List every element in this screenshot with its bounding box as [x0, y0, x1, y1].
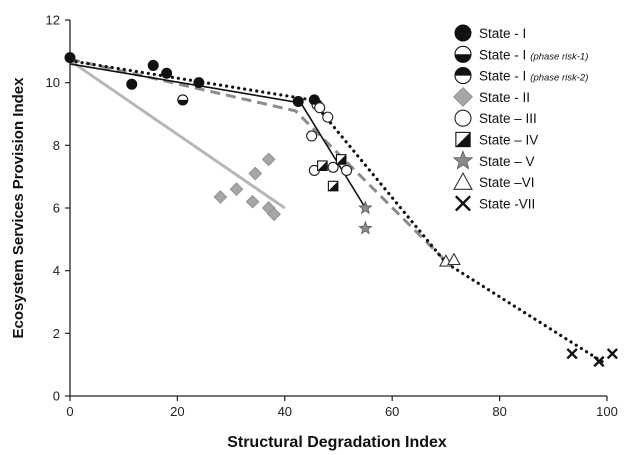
- legend-label: State - I: [479, 26, 526, 41]
- x-tick-label: 20: [170, 404, 184, 419]
- data-point-diamond: [229, 182, 244, 197]
- legend-marker-open-triangle: [453, 171, 473, 190]
- y-ticks: 0 2 4 6 8 10 12: [46, 13, 70, 404]
- legend-marker-open-circle: [454, 109, 472, 127]
- legend-marker-diamond: [453, 86, 473, 107]
- x-axis-title: Structural Degradation Index: [227, 434, 447, 451]
- data-point-filled-circle: [161, 67, 173, 79]
- legend-label: State – V: [479, 154, 535, 169]
- data-point-open-circle: [327, 161, 339, 173]
- data-point-open-circle: [314, 102, 326, 114]
- y-axis-title: Ecosystem Services Provision Index: [10, 77, 27, 339]
- data-point-half-square: [327, 180, 339, 192]
- data-point-diamond: [261, 152, 276, 167]
- y-tick-label: 6: [53, 201, 60, 216]
- data-point-filled-circle: [193, 77, 205, 89]
- legend-marker-circle-bottom-half: [454, 45, 472, 63]
- data-point-x: [566, 348, 578, 360]
- legend-marker-half-square: [455, 131, 471, 148]
- legend-label: State -VII: [479, 196, 535, 211]
- legend-label-name: State – V: [479, 154, 535, 169]
- legend-label-name: State - I: [479, 26, 526, 41]
- data-point-star: [358, 220, 373, 235]
- legend-label: State - I (phase risk-2): [479, 69, 588, 84]
- data-point-filled-circle: [64, 52, 76, 64]
- data-point-diamond: [267, 207, 281, 222]
- legend-label-name: State – III: [479, 111, 537, 126]
- legend-label: State – III: [479, 111, 537, 126]
- data-point-half-square: [335, 154, 347, 165]
- data-point-open-circle: [306, 130, 318, 142]
- fit-lines: [68, 57, 609, 367]
- legend-label-subtitle: (phase risk-2): [530, 73, 588, 84]
- legend-label: State – IV: [479, 133, 538, 148]
- x-tick-label: 0: [66, 404, 73, 419]
- legend-label-name: State - II: [479, 90, 530, 105]
- x-tick-label: 60: [385, 404, 399, 419]
- legend-marker-filled-circle: [454, 24, 472, 42]
- data-point-filled-circle: [292, 95, 304, 107]
- data-point-circle-bottom-half: [177, 94, 189, 106]
- data-point-diamond: [213, 190, 228, 204]
- fit-line-dashed-gray: [69, 57, 447, 263]
- x-tick-label: 80: [492, 404, 506, 419]
- data-point-open-triangle: [447, 252, 461, 266]
- data-point-x: [593, 355, 605, 368]
- data-point-filled-circle: [147, 59, 159, 71]
- data-point-half-square: [317, 160, 328, 171]
- y-tick-label: 10: [46, 75, 60, 90]
- legend-marker-circle-top-half: [454, 67, 472, 85]
- x-ticks: 0 20 40 60 80 100: [66, 396, 618, 419]
- data-point-diamond: [248, 166, 263, 181]
- legend-marker-star: [452, 149, 474, 170]
- legend-label: State –VI: [479, 175, 535, 190]
- y-tick-label: 8: [53, 138, 60, 153]
- legend-label-name: State - I: [479, 69, 526, 84]
- data-points: [64, 52, 618, 368]
- legend-label-name: State - I: [479, 47, 526, 62]
- x-tick-label: 40: [278, 404, 292, 419]
- x-tick-label: 100: [596, 404, 618, 419]
- fit-line-dotted-black: [68, 59, 609, 367]
- y-tick-label: 0: [53, 389, 60, 404]
- fit-line-solid-gray: [69, 59, 286, 210]
- y-tick-label: 12: [46, 13, 60, 28]
- legend-label-subtitle: (phase risk-1): [530, 51, 588, 62]
- fit-line-solid-black: [69, 63, 367, 209]
- legend-label: State - I (phase risk-1): [479, 47, 588, 62]
- data-point-diamond: [245, 194, 260, 209]
- data-point-x: [606, 348, 618, 360]
- legend-label-name: State – IV: [479, 133, 538, 148]
- y-tick-label: 2: [53, 326, 60, 341]
- data-point-star: [358, 200, 373, 215]
- legend-label-name: State -VII: [479, 196, 535, 211]
- legend-label-name: State –VI: [479, 175, 535, 190]
- data-point-filled-circle: [126, 78, 138, 90]
- legend-label: State - II: [479, 90, 530, 105]
- y-tick-label: 4: [53, 263, 60, 278]
- data-point-open-circle: [341, 164, 353, 176]
- legend-marker-x: [455, 195, 471, 212]
- data-point-open-circle: [322, 111, 334, 123]
